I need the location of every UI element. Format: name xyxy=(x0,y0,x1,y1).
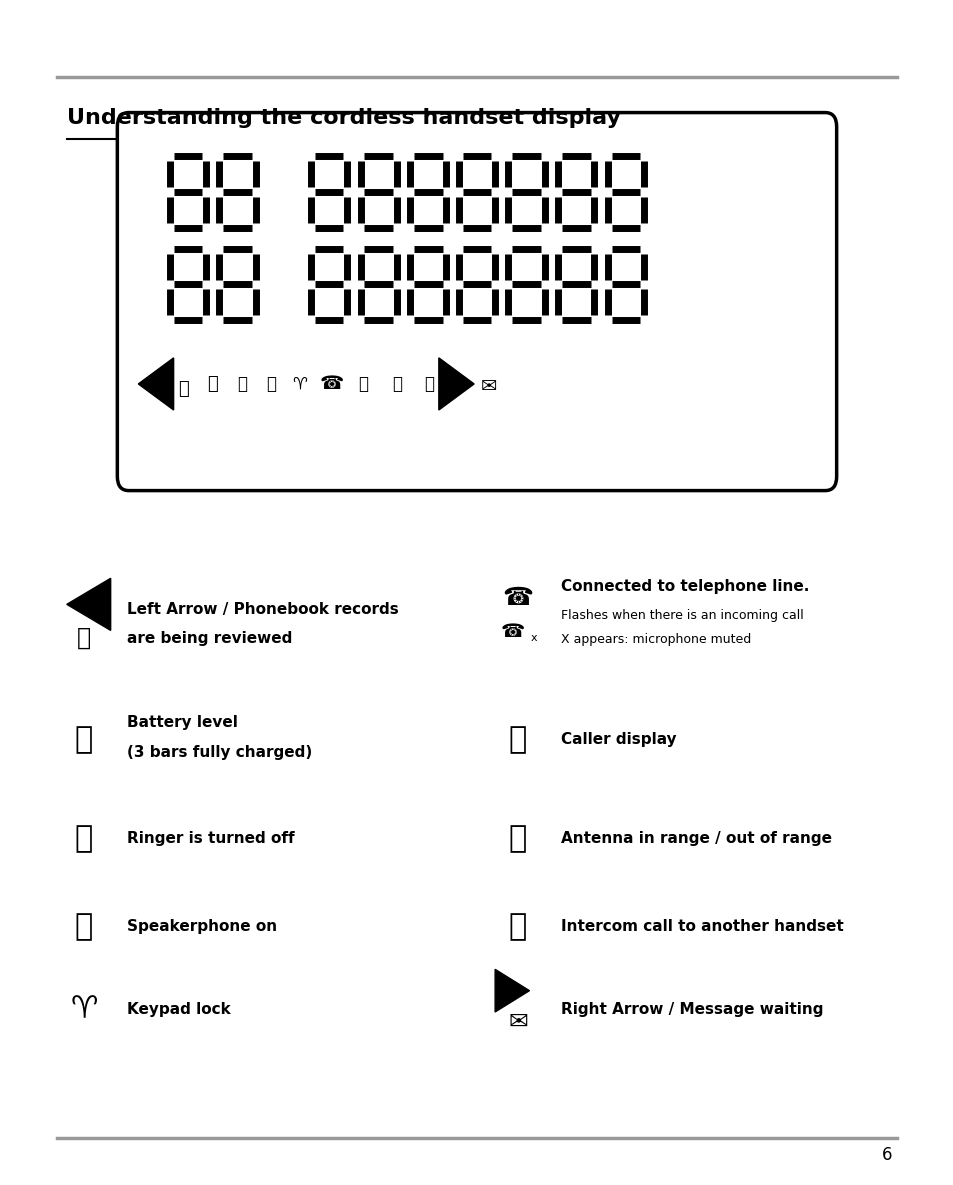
Text: 🔋: 🔋 xyxy=(74,725,93,754)
Text: 🔕: 🔕 xyxy=(74,825,93,853)
Polygon shape xyxy=(67,578,111,630)
Text: Ringer is turned off: Ringer is turned off xyxy=(127,832,294,846)
Text: ♈: ♈ xyxy=(71,995,97,1024)
Text: Antenna in range / out of range: Antenna in range / out of range xyxy=(560,832,831,846)
Text: ☎: ☎ xyxy=(502,587,533,610)
Text: Left Arrow / Phonebook records: Left Arrow / Phonebook records xyxy=(127,602,398,616)
Text: 📱: 📱 xyxy=(508,912,527,941)
Text: Flashes when there is an incoming call: Flashes when there is an incoming call xyxy=(560,609,802,621)
Text: 🔈: 🔈 xyxy=(74,912,93,941)
Text: Keypad lock: Keypad lock xyxy=(127,1003,231,1017)
Text: X appears: microphone muted: X appears: microphone muted xyxy=(560,634,750,646)
Text: 6: 6 xyxy=(881,1146,892,1165)
Text: ♈: ♈ xyxy=(292,374,307,393)
Text: Battery level: Battery level xyxy=(127,716,237,730)
Text: ☎: ☎ xyxy=(319,374,344,393)
Text: 🔕: 🔕 xyxy=(237,374,247,393)
Polygon shape xyxy=(438,358,474,410)
Text: x: x xyxy=(531,633,537,642)
Text: 📶: 📶 xyxy=(392,374,401,393)
FancyBboxPatch shape xyxy=(117,113,836,491)
Text: Caller display: Caller display xyxy=(560,732,676,747)
Text: 📖: 📖 xyxy=(77,626,91,649)
Text: Understanding the cordless handset display: Understanding the cordless handset displ… xyxy=(67,109,620,128)
Text: 📖: 📖 xyxy=(177,379,189,398)
Text: 📞: 📞 xyxy=(508,725,527,754)
Polygon shape xyxy=(495,969,529,1012)
Text: Right Arrow / Message waiting: Right Arrow / Message waiting xyxy=(560,1003,822,1017)
Text: ✉: ✉ xyxy=(480,377,497,396)
Text: 🔈: 🔈 xyxy=(266,374,275,393)
Text: (3 bars fully charged): (3 bars fully charged) xyxy=(127,745,312,760)
Text: Speakerphone on: Speakerphone on xyxy=(127,920,276,934)
Text: ☎: ☎ xyxy=(500,622,525,641)
Text: 📞: 📞 xyxy=(358,374,368,393)
Polygon shape xyxy=(138,358,173,410)
Text: 🔋: 🔋 xyxy=(207,374,218,393)
Text: 📶: 📶 xyxy=(508,825,527,853)
Text: Intercom call to another handset: Intercom call to another handset xyxy=(560,920,842,934)
Text: are being reviewed: are being reviewed xyxy=(127,632,292,646)
Text: ✉: ✉ xyxy=(508,1010,527,1033)
Text: 📱: 📱 xyxy=(424,374,434,393)
Text: Connected to telephone line.: Connected to telephone line. xyxy=(560,579,808,594)
